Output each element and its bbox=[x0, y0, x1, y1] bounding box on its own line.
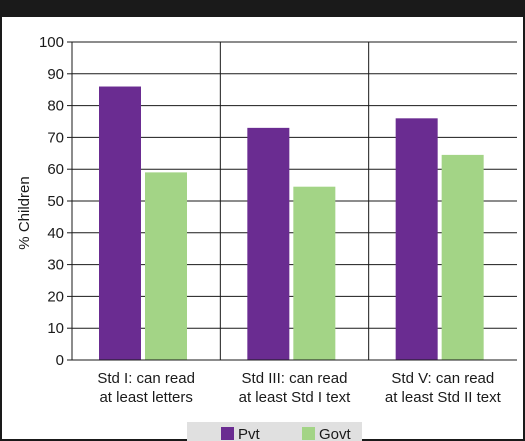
bar-pvt-2 bbox=[247, 127, 290, 360]
top-bar bbox=[2, 0, 525, 17]
legend-swatch-pvt bbox=[221, 427, 234, 440]
x-category-label: at least Std II text bbox=[385, 389, 502, 406]
y-tick-label: 60 bbox=[47, 161, 64, 178]
x-category-label: Std III: can read bbox=[242, 370, 348, 387]
x-category-label: at least letters bbox=[99, 389, 192, 406]
y-tick-label: 40 bbox=[47, 225, 64, 242]
bar-govt-1 bbox=[145, 172, 187, 360]
bar-pvt-3 bbox=[395, 118, 438, 360]
y-tick-label: 50 bbox=[47, 193, 64, 210]
category-dividers bbox=[219, 42, 370, 360]
y-tick-label: 100 bbox=[39, 34, 64, 51]
y-tick-label: 10 bbox=[47, 320, 64, 337]
bar-govt-3 bbox=[441, 154, 484, 360]
y-tick-labels: 0 10 20 30 40 50 60 70 80 90 100 bbox=[39, 34, 64, 369]
x-category-label: Std V: can read bbox=[391, 370, 494, 387]
x-category-label: Std I: can read bbox=[97, 370, 195, 387]
y-tick-label: 90 bbox=[47, 66, 64, 83]
legend: Pvt Govt bbox=[187, 422, 362, 441]
legend-swatch-govt bbox=[302, 427, 315, 440]
bar-pvt-1 bbox=[99, 86, 141, 361]
bar-govt-2 bbox=[293, 186, 336, 360]
x-category-labels: Std I: can read at least letters Std III: … bbox=[97, 370, 501, 406]
y-tick-label: 0 bbox=[56, 352, 64, 369]
y-tick-label: 70 bbox=[47, 129, 64, 146]
bars bbox=[99, 86, 484, 361]
axes bbox=[67, 41, 517, 361]
y-axis-label: % Children bbox=[16, 176, 33, 249]
legend-label-govt: Govt bbox=[319, 426, 352, 441]
y-tick-label: 80 bbox=[47, 98, 64, 115]
x-category-label: at least Std I text bbox=[239, 389, 352, 406]
y-tick-label: 30 bbox=[47, 257, 64, 274]
y-tick-label: 20 bbox=[47, 288, 64, 305]
legend-label-pvt: Pvt bbox=[238, 426, 261, 441]
